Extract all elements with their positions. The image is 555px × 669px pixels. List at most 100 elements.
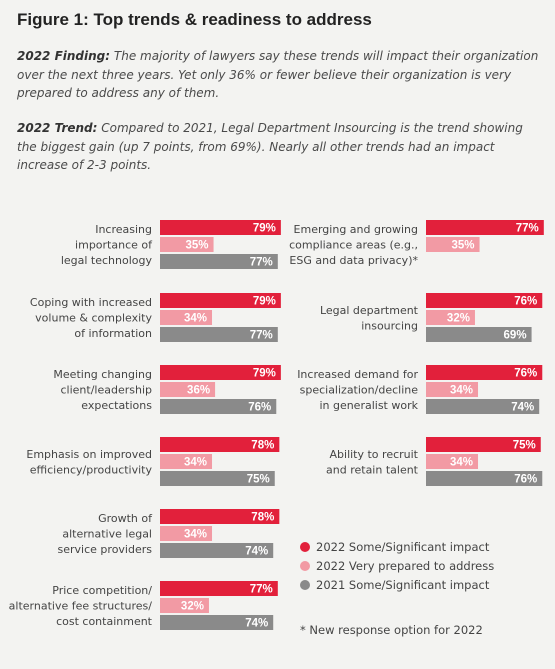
category-label: efficiency/productivity xyxy=(30,463,153,476)
bar-group: 78% 34% 75% Emphasis on improved efficiency/… xyxy=(26,437,280,486)
bar-value-label: 32% xyxy=(447,313,470,325)
category-label: Increased demand for xyxy=(297,368,418,381)
bar-value-label: 75% xyxy=(247,474,270,486)
bar xyxy=(426,399,540,414)
category-label: compliance areas (e.g., xyxy=(289,239,418,252)
bar xyxy=(160,526,213,541)
figure-title: Figure 1: Top trends & readiness to addr… xyxy=(17,10,372,29)
bar xyxy=(160,543,274,558)
finding-text: The majority of lawyers say these trends… xyxy=(17,49,539,100)
bar xyxy=(160,598,209,613)
bar xyxy=(160,220,281,235)
category-label: Growth of xyxy=(98,512,153,525)
bar xyxy=(426,327,532,342)
legend-label: 2022 Some/Significant impact xyxy=(316,540,490,554)
bar xyxy=(160,254,278,269)
bar xyxy=(160,237,214,252)
bar xyxy=(160,310,213,325)
category-label: client/leadership xyxy=(61,384,153,397)
category-label: Meeting changing xyxy=(53,368,152,381)
bar-value-label: 76% xyxy=(514,368,537,380)
bar xyxy=(426,365,543,380)
category-label: in generalist work xyxy=(319,399,418,412)
category-label: and retain talent xyxy=(326,463,419,476)
category-label: of information xyxy=(74,327,152,340)
bar-group: 79% 36% 76% Meeting changing client/leadersh… xyxy=(53,365,281,414)
bar-value-label: 35% xyxy=(452,240,475,252)
bar-group: 78% 34% 74% Growth of alternative legal servi… xyxy=(58,509,280,558)
category-label: insourcing xyxy=(361,319,418,332)
bar-value-label: 76% xyxy=(514,296,537,308)
bar-value-label: 76% xyxy=(514,474,537,486)
category-label: importance of xyxy=(75,239,153,252)
bar xyxy=(426,437,541,452)
bar-value-label: 34% xyxy=(450,457,473,469)
bar xyxy=(426,293,543,308)
bar-group: 76% 32% 69% Legal department insourcing xyxy=(320,293,543,342)
bar xyxy=(160,437,280,452)
category-label: Legal department xyxy=(320,304,419,317)
legend-dot-impact-2022 xyxy=(300,542,310,552)
category-label: ESG and data privacy)* xyxy=(289,254,418,267)
bar-value-label: 79% xyxy=(253,368,276,380)
category-label: Emerging and growing xyxy=(294,223,418,236)
bar-value-label: 74% xyxy=(511,402,534,414)
bar xyxy=(160,509,280,524)
legend-dot-prepared-2022 xyxy=(300,561,310,571)
category-label: Increasing xyxy=(95,223,152,236)
legend-label: 2022 Very prepared to address xyxy=(316,559,495,573)
category-label: service providers xyxy=(58,543,153,556)
bar-value-label: 74% xyxy=(245,546,268,558)
bar-value-label: 34% xyxy=(184,457,207,469)
bar-value-label: 36% xyxy=(187,385,210,397)
category-label: cost containment xyxy=(56,615,153,628)
category-label: Price competition/ xyxy=(52,584,152,597)
bar-value-label: 34% xyxy=(184,313,207,325)
category-label: Ability to recruit xyxy=(330,448,419,461)
bar xyxy=(160,365,281,380)
bar xyxy=(426,471,543,486)
bar xyxy=(160,399,277,414)
bar xyxy=(160,471,275,486)
bar xyxy=(426,454,479,469)
footnote: * New response option for 2022 xyxy=(300,623,483,637)
bar xyxy=(160,581,278,596)
bar xyxy=(426,220,544,235)
bar-value-label: 76% xyxy=(248,402,271,414)
category-label: Coping with increased xyxy=(30,296,152,309)
bar-value-label: 77% xyxy=(250,330,273,342)
trend-text: Compared to 2021, Legal Department Insou… xyxy=(17,121,523,172)
category-label: legal technology xyxy=(61,254,153,267)
legend-item-prepared-2022: 2022 Very prepared to address xyxy=(300,559,494,573)
bar-group: 77% 32% 74% Price competition/alternative f… xyxy=(9,581,278,630)
bar-group: 77% 35% Emerging and growing compliance are… xyxy=(289,220,544,267)
bar-value-label: 32% xyxy=(181,601,204,613)
legend-dot-impact-2021 xyxy=(300,580,310,590)
bar-group: 79% 35% 77% Increasing importance of legal te… xyxy=(61,220,281,269)
bar-value-label: 78% xyxy=(251,512,274,524)
trends-bar-chart: 79% 35% 77% Increasing importance of legal te… xyxy=(9,220,544,630)
category-label: specialization/decline xyxy=(300,384,419,397)
bar-value-label: 69% xyxy=(504,330,527,342)
bar xyxy=(426,310,475,325)
bar-value-label: 35% xyxy=(186,240,209,252)
trend-label: 2022 Trend: xyxy=(17,121,98,135)
legend-label: 2021 Some/Significant impact xyxy=(316,578,490,592)
category-label: alternative fee structures/ xyxy=(9,600,153,613)
bar-value-label: 77% xyxy=(250,584,273,596)
bar-value-label: 77% xyxy=(250,257,273,269)
bar-group: 79% 34% 77% Coping with increased volume & c… xyxy=(30,293,281,342)
bar-value-label: 74% xyxy=(245,618,268,630)
bar xyxy=(160,382,216,397)
bar xyxy=(160,615,274,630)
finding-paragraph: 2022 Finding: The majority of lawyers sa… xyxy=(17,47,542,103)
bar-value-label: 79% xyxy=(253,223,276,235)
bar xyxy=(160,454,213,469)
bar-value-label: 78% xyxy=(251,440,274,452)
bar-value-label: 75% xyxy=(513,440,536,452)
bar xyxy=(426,382,479,397)
legend-item-impact-2022: 2022 Some/Significant impact xyxy=(300,540,489,554)
bar-group: 75% 34% 76% Ability to recruit and retain ta… xyxy=(326,437,543,486)
bar-group: 76% 34% 74% Increased demand for specializat… xyxy=(297,365,543,414)
finding-label: 2022 Finding: xyxy=(17,49,111,63)
